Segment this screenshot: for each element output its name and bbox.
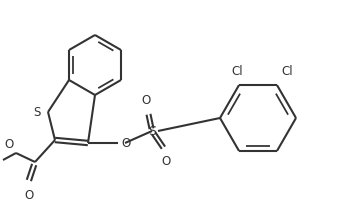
Text: S: S: [34, 105, 41, 118]
Text: Cl: Cl: [281, 65, 292, 78]
Text: O: O: [121, 136, 130, 150]
Text: O: O: [141, 94, 151, 107]
Text: Cl: Cl: [231, 65, 243, 78]
Text: O: O: [24, 189, 34, 202]
Text: O: O: [5, 138, 14, 151]
Text: S: S: [148, 125, 156, 138]
Text: O: O: [161, 155, 171, 168]
